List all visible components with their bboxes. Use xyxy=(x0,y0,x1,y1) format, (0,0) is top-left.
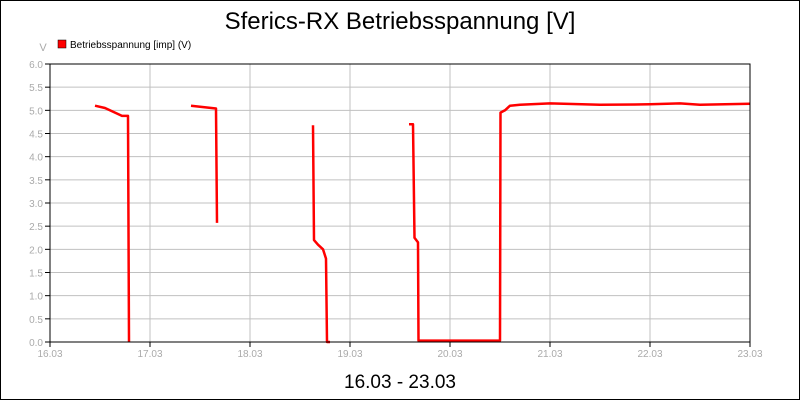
plot-area-border xyxy=(49,63,751,343)
y-tick-label: 0.0 xyxy=(29,338,43,349)
y-tick-label: 4.0 xyxy=(29,153,43,164)
y-tick-label: 3.5 xyxy=(29,176,43,187)
legend-swatch xyxy=(57,39,67,49)
x-tick-label: 16.03 xyxy=(37,349,62,360)
y-tick-label: 6.0 xyxy=(29,60,43,71)
series-line-segment xyxy=(311,125,330,344)
series-line-segment xyxy=(94,104,131,343)
chart-title: Sferics-RX Betriebsspannung [V] xyxy=(225,8,576,35)
x-tick-label: 17.03 xyxy=(137,349,162,360)
series-line-segment xyxy=(190,104,219,223)
legend-label: Betriebsspannung [imp] (V) xyxy=(70,40,191,51)
y-tick-label: 1.5 xyxy=(29,269,43,280)
x-tick-label: 20.03 xyxy=(437,349,462,360)
x-tick-label: 18.03 xyxy=(237,349,262,360)
y-tick-label: 0.5 xyxy=(29,315,43,326)
y-tick-label: 5.5 xyxy=(29,83,43,94)
x-tick-label: 19.03 xyxy=(337,349,362,360)
y-tick-label: 4.5 xyxy=(29,130,43,141)
y-tick-label: 5.0 xyxy=(29,106,43,117)
x-tick-label: 22.03 xyxy=(637,349,662,360)
x-tick-label: 21.03 xyxy=(537,349,562,360)
x-tick-label: 23.03 xyxy=(737,349,762,360)
y-tick-label: 3.0 xyxy=(29,199,43,210)
series-line-segment xyxy=(409,102,751,342)
y-tick-label: 2.0 xyxy=(29,245,43,256)
y-tick-label: 2.5 xyxy=(29,222,43,233)
y-tick-label: 1.0 xyxy=(29,292,43,303)
y-axis-unit: V xyxy=(39,42,47,54)
x-axis-label: 16.03 - 23.03 xyxy=(344,372,456,393)
